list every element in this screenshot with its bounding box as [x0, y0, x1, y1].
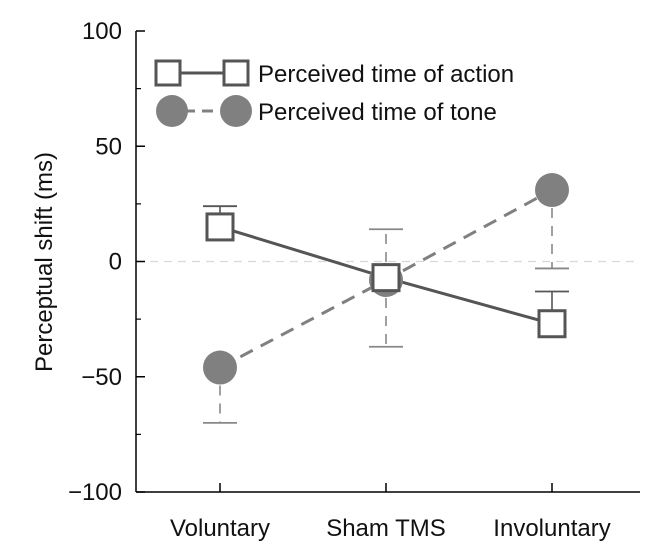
legend-circle-left: [156, 95, 188, 127]
legend-circle-right: [220, 95, 252, 127]
y-tick-label: 100: [82, 18, 122, 45]
legend-label-action: Perceived time of action: [258, 61, 514, 88]
legend-square-right: [222, 59, 250, 87]
x-tick-label: Involuntary: [493, 515, 610, 542]
legend-square-left: [154, 59, 182, 87]
ticks: 100 50 0 −50 −100 Voluntary Sham TMS Involuntar…: [68, 18, 611, 542]
action-point: [537, 309, 567, 339]
action-point: [205, 212, 235, 242]
y-tick-label: −100: [68, 479, 122, 506]
tone-point: [535, 173, 569, 208]
action-point: [371, 263, 401, 293]
y-tick-label: 0: [109, 249, 122, 276]
y-axis-title: Perceptual shift (ms): [31, 152, 58, 372]
x-tick-label: Sham TMS: [326, 515, 446, 542]
x-tick-label: Voluntary: [170, 515, 270, 542]
y-tick-label: 50: [95, 133, 122, 160]
tone-point: [203, 350, 237, 385]
error-bars: [203, 190, 569, 424]
markers: [203, 173, 569, 385]
legend-label-tone: Perceived time of tone: [258, 99, 497, 126]
legend: Perceived time of action Perceived time …: [154, 59, 514, 127]
y-tick-label: −50: [81, 364, 122, 391]
